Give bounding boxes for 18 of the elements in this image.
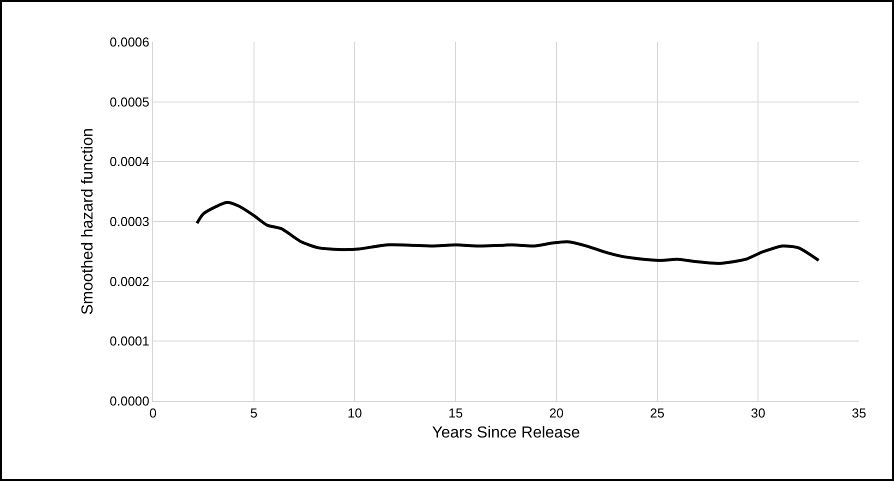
x-tick-label: 15 bbox=[448, 406, 463, 421]
y-tick-label: 0.0006 bbox=[110, 34, 150, 50]
line-series bbox=[195, 200, 820, 265]
x-tick-label: 35 bbox=[852, 406, 866, 421]
y-tick-label: 0.0004 bbox=[110, 154, 150, 170]
x-axis-title: Years Since Release bbox=[432, 424, 580, 442]
y-tick-label: 0.0002 bbox=[110, 274, 150, 289]
y-axis-title: Smoothed hazard function bbox=[80, 128, 97, 315]
x-tick-label: 0 bbox=[149, 406, 157, 421]
y-tick-label: 0.0001 bbox=[110, 334, 150, 349]
y-tick-label: 0.0000 bbox=[110, 394, 150, 409]
x-tick-label: 20 bbox=[549, 406, 564, 421]
y-tick-label: 0.0005 bbox=[110, 94, 150, 110]
x-tick-label: 30 bbox=[750, 406, 766, 421]
x-tick-label: 10 bbox=[347, 406, 362, 421]
x-tick-label: 5 bbox=[250, 406, 258, 421]
y-tick-label: 0.0003 bbox=[110, 214, 150, 230]
x-tick-label: 25 bbox=[650, 406, 665, 421]
